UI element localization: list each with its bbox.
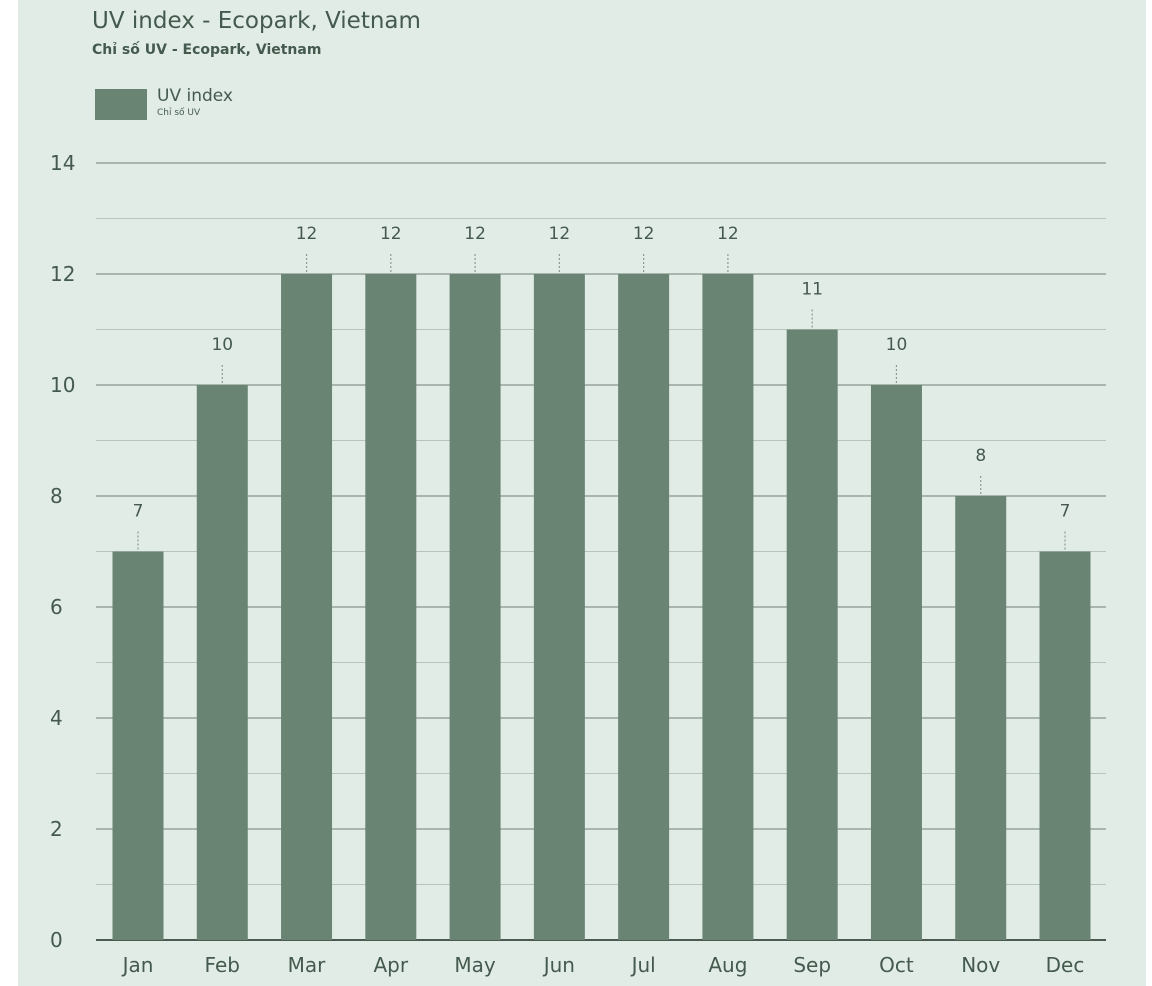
x-tick-label: May: [454, 953, 496, 977]
y-tick-label: 14: [50, 151, 75, 175]
y-tick-label: 0: [50, 928, 63, 952]
x-tick-label: Jan: [121, 953, 154, 977]
bar: [1039, 551, 1091, 940]
bar: [281, 274, 333, 940]
x-tick-label: Aug: [708, 953, 747, 977]
legend-sublabel: Chỉ số UV: [157, 108, 201, 118]
x-tick-label: Sep: [793, 953, 831, 977]
bar: [365, 274, 417, 940]
bar: [702, 274, 754, 940]
bar: [112, 551, 164, 940]
bar: [196, 385, 248, 940]
data-label: 12: [380, 224, 402, 244]
y-tick-label: 4: [50, 706, 63, 730]
y-tick-label: 12: [50, 262, 75, 286]
y-tick-label: 2: [50, 817, 63, 841]
legend-label: UV index: [157, 86, 233, 106]
bar: [870, 385, 922, 940]
bar: [786, 329, 838, 940]
data-label: 12: [549, 224, 571, 244]
chart-title: UV index - Ecopark, Vietnam: [92, 8, 421, 34]
x-tick-label: Oct: [879, 953, 914, 977]
data-label: 12: [717, 224, 739, 244]
y-tick-label: 6: [50, 595, 63, 619]
x-tick-label: Apr: [374, 953, 409, 977]
data-label: 8: [975, 446, 986, 466]
data-label: 12: [296, 224, 318, 244]
x-tick-label: Mar: [288, 953, 327, 977]
data-label: 7: [133, 502, 144, 522]
x-tick-label: Jun: [542, 953, 575, 977]
data-label: 12: [633, 224, 655, 244]
bar: [955, 496, 1007, 940]
data-label: 12: [464, 224, 486, 244]
x-tick-label: Jul: [630, 953, 656, 977]
x-tick-label: Dec: [1046, 953, 1085, 977]
data-label: 7: [1060, 502, 1071, 522]
bar: [449, 274, 501, 940]
y-tick-label: 8: [50, 484, 63, 508]
bar: [533, 274, 585, 940]
bar: [618, 274, 670, 940]
x-tick-label: Feb: [205, 953, 240, 977]
x-tick-label: Nov: [961, 953, 1000, 977]
data-label: 10: [886, 335, 908, 355]
data-label: 11: [801, 280, 823, 300]
data-label: 10: [211, 335, 233, 355]
y-tick-label: 10: [50, 373, 75, 397]
legend-swatch: [95, 89, 147, 120]
chart-subtitle: Chỉ số UV - Ecopark, Vietnam: [92, 42, 322, 58]
